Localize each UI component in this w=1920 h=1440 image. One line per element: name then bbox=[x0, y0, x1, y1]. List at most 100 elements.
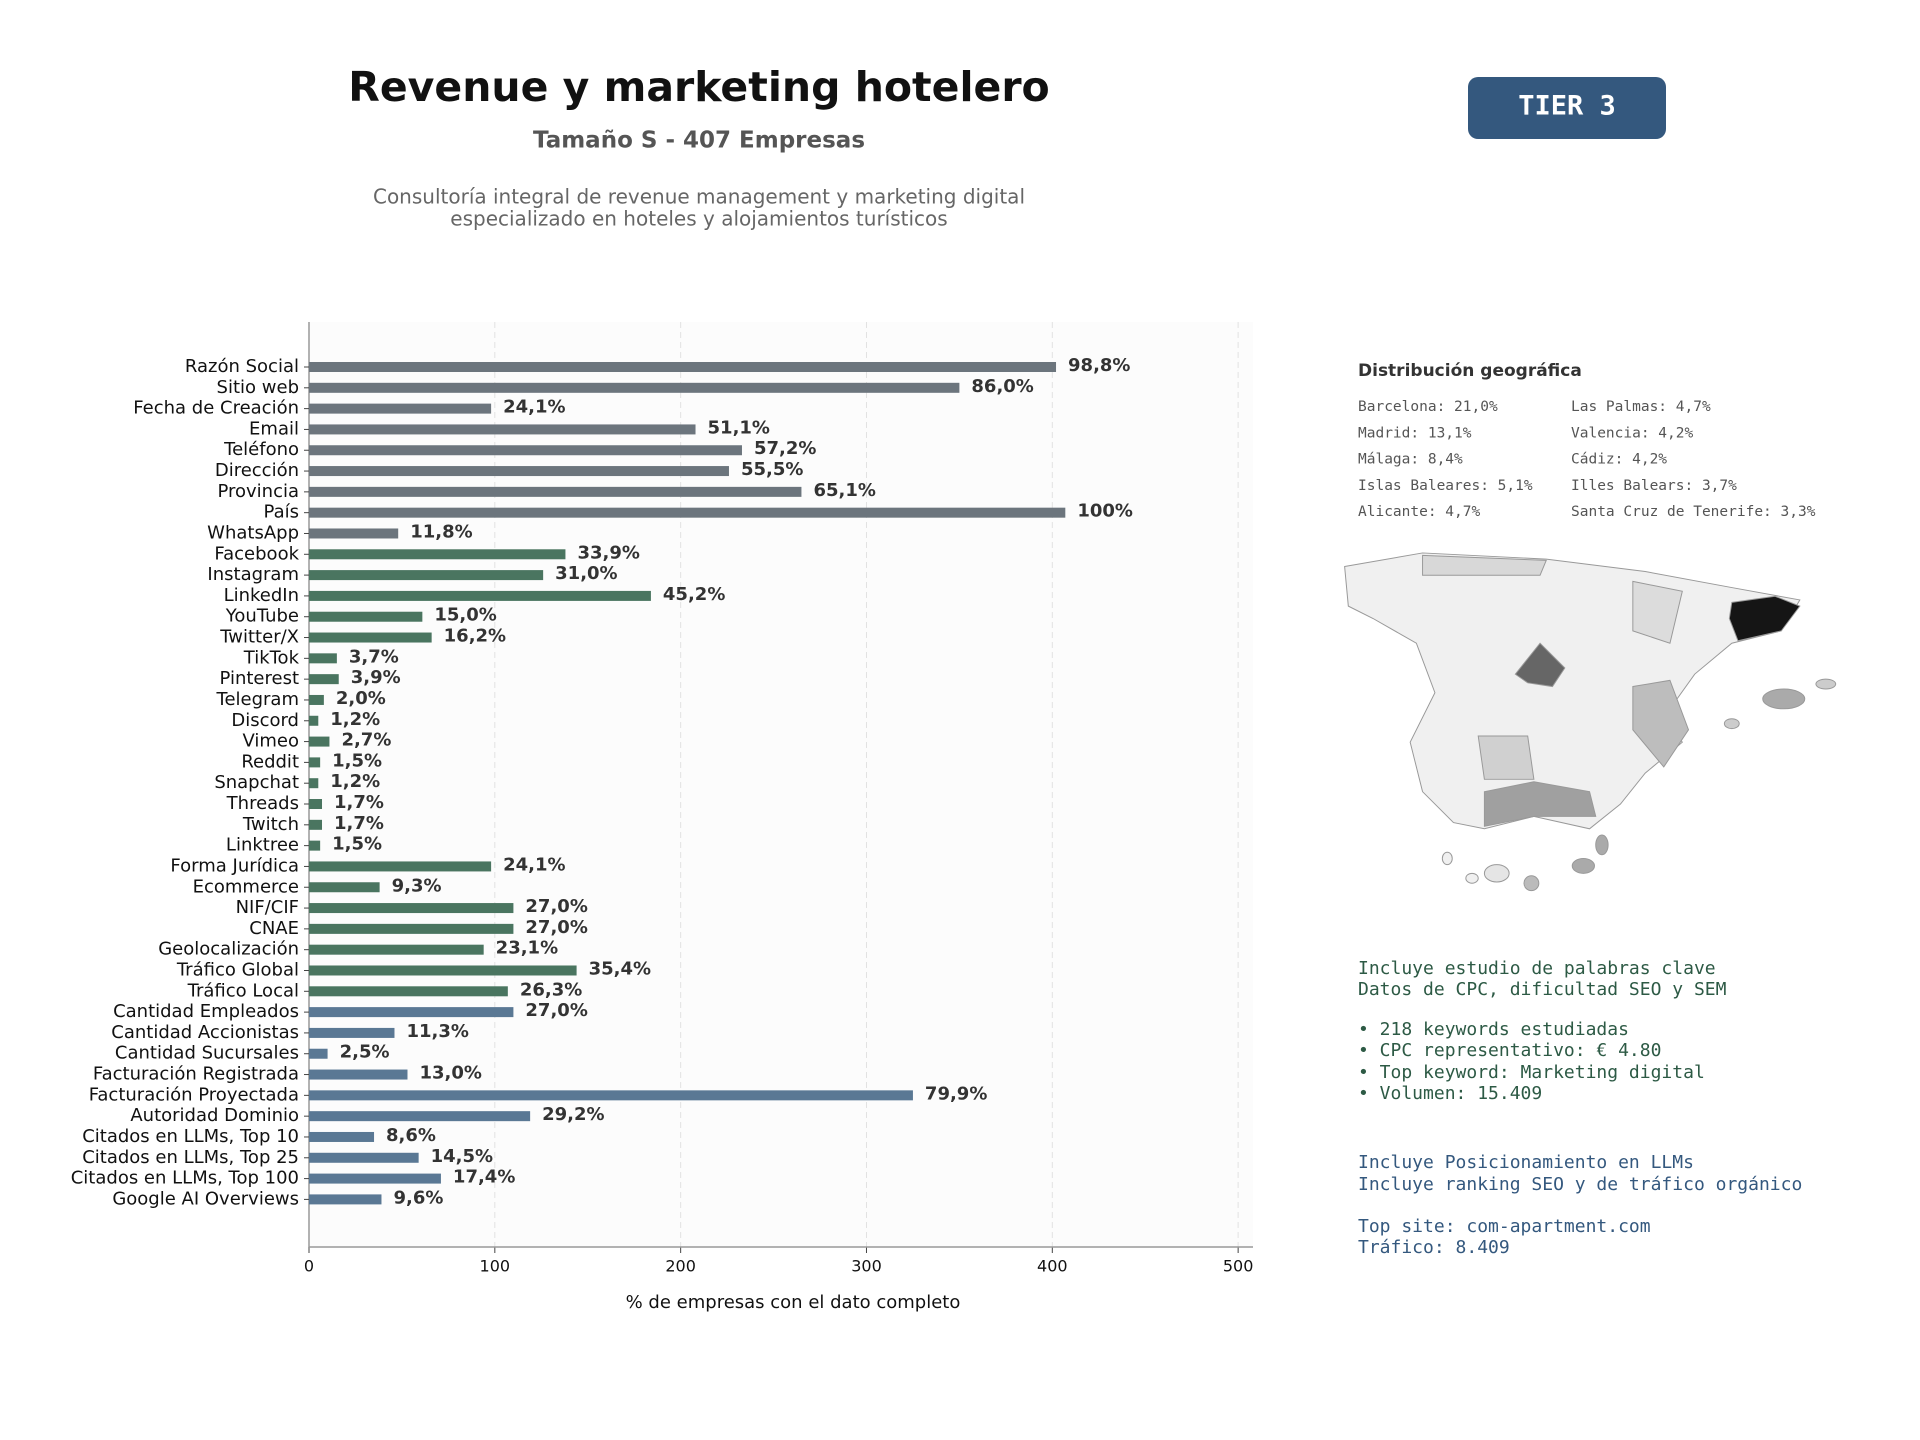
geo-item: Illes Balears: 3,7% bbox=[1571, 478, 1737, 494]
bar bbox=[309, 715, 319, 726]
x-tick-label: 300 bbox=[851, 1257, 882, 1276]
title: Revenue y marketing hotelero bbox=[348, 63, 1049, 111]
bar bbox=[309, 1048, 328, 1059]
bar bbox=[309, 674, 339, 685]
value-label: 29,2% bbox=[542, 1104, 604, 1125]
geo-item: Alicante: 4,7% bbox=[1358, 504, 1480, 520]
bar bbox=[309, 1007, 514, 1018]
map-island bbox=[1523, 875, 1540, 892]
bar bbox=[309, 549, 566, 560]
y-tick-label: CNAE bbox=[249, 918, 299, 939]
y-tick-label: Cantidad Sucursales bbox=[115, 1043, 299, 1064]
value-label: 3,9% bbox=[351, 667, 401, 688]
value-label: 86,0% bbox=[971, 376, 1033, 397]
bar bbox=[309, 590, 651, 601]
y-tick-label: Facebook bbox=[214, 543, 299, 564]
value-label: 35,4% bbox=[589, 958, 651, 979]
map-region bbox=[1483, 781, 1597, 827]
bar bbox=[309, 653, 337, 664]
geo-item: Málaga: 8,4% bbox=[1358, 452, 1463, 468]
value-label: 3,7% bbox=[349, 646, 399, 667]
value-label: 1,2% bbox=[330, 771, 380, 792]
value-label: 79,9% bbox=[925, 1083, 987, 1104]
y-tick-label: Instagram bbox=[207, 564, 299, 585]
value-label: 13,0% bbox=[419, 1063, 481, 1084]
y-tick-label: Vimeo bbox=[242, 731, 299, 752]
y-tick-label: Linktree bbox=[226, 835, 299, 856]
x-tick-label: 200 bbox=[665, 1257, 696, 1276]
value-label: 1,5% bbox=[332, 750, 382, 771]
map-region bbox=[1422, 554, 1547, 576]
bar bbox=[309, 611, 423, 622]
y-tick-label: Citados en LLMs, Top 10 bbox=[82, 1126, 299, 1147]
y-tick-label: Citados en LLMs, Top 25 bbox=[82, 1147, 299, 1168]
seo-line: Datos de CPC, dificultad SEO y SEM bbox=[1358, 979, 1727, 1000]
value-label: 57,2% bbox=[754, 438, 816, 459]
llm-line: Top site: com-apartment.com bbox=[1358, 1216, 1651, 1237]
y-tick-label: YouTube bbox=[225, 606, 299, 627]
bar bbox=[309, 528, 399, 539]
llm-line: Incluye Posicionamiento en LLMs bbox=[1358, 1152, 1694, 1173]
tier-badge bbox=[1468, 77, 1666, 139]
geo-item: Madrid: 13,1% bbox=[1358, 425, 1472, 441]
seo-line: • Volumen: 15.409 bbox=[1358, 1083, 1542, 1104]
bar bbox=[309, 1090, 913, 1101]
bar bbox=[309, 944, 484, 955]
seo-line: • CPC representativo: € 4.80 bbox=[1358, 1040, 1661, 1061]
value-label: 26,3% bbox=[520, 979, 582, 1000]
map-island bbox=[1571, 857, 1595, 874]
x-tick-label: 100 bbox=[480, 1257, 511, 1276]
value-label: 23,1% bbox=[496, 938, 558, 959]
map-madrid bbox=[1514, 642, 1566, 688]
llm-line: Tráfico: 8.409 bbox=[1358, 1237, 1510, 1258]
y-tick-label: Fecha de Creación bbox=[133, 398, 299, 419]
y-tick-label: Tráfico Global bbox=[176, 959, 299, 980]
bar bbox=[309, 694, 324, 705]
bar bbox=[309, 840, 321, 851]
value-label: 9,3% bbox=[392, 875, 442, 896]
bar bbox=[309, 1027, 395, 1038]
geo-title: Distribución geográfica bbox=[1358, 361, 1582, 381]
x-tick-label: 500 bbox=[1223, 1257, 1254, 1276]
value-label: 2,0% bbox=[336, 688, 386, 709]
llm-line: Incluye ranking SEO y de tráfico orgánic… bbox=[1358, 1174, 1802, 1195]
value-label: 98,8% bbox=[1068, 355, 1130, 376]
y-tick-label: LinkedIn bbox=[224, 585, 299, 606]
y-tick-label: Cantidad Empleados bbox=[113, 1001, 299, 1022]
bar bbox=[309, 1069, 408, 1080]
bar bbox=[309, 1111, 531, 1122]
value-label: 2,7% bbox=[341, 730, 391, 751]
value-label: 24,1% bbox=[503, 397, 565, 418]
map-island bbox=[1762, 688, 1806, 710]
value-label: 27,0% bbox=[525, 896, 587, 917]
value-label: 17,4% bbox=[453, 1167, 515, 1188]
value-label: 11,3% bbox=[406, 1021, 468, 1042]
value-label: 14,5% bbox=[431, 1146, 493, 1167]
subtitle: Tamaño S - 407 Empresas bbox=[533, 128, 865, 154]
geo-item: Barcelona: 21,0% bbox=[1358, 399, 1498, 415]
map-island bbox=[1723, 718, 1740, 730]
value-label: 15,0% bbox=[434, 605, 496, 626]
bar bbox=[309, 382, 960, 393]
value-label: 16,2% bbox=[444, 626, 506, 647]
seo-line: • Top keyword: Marketing digital bbox=[1358, 1062, 1705, 1083]
seo-line: • 218 keywords estudiadas bbox=[1358, 1019, 1629, 1040]
value-label: 31,0% bbox=[555, 563, 617, 584]
geo-item: Valencia: 4,2% bbox=[1571, 425, 1693, 441]
bar bbox=[309, 778, 319, 789]
bar bbox=[309, 362, 1057, 372]
bar bbox=[309, 799, 323, 810]
value-label: 1,2% bbox=[330, 709, 380, 730]
map-island bbox=[1465, 872, 1479, 884]
bar bbox=[309, 965, 577, 976]
y-tick-label: Discord bbox=[231, 710, 299, 731]
y-tick-label: Sitio web bbox=[217, 377, 299, 398]
bar bbox=[309, 1194, 382, 1205]
map-island bbox=[1483, 864, 1510, 883]
y-tick-label: Facturación Proyectada bbox=[89, 1084, 299, 1105]
y-tick-label: Threads bbox=[226, 793, 299, 814]
y-tick-label: Geolocalización bbox=[158, 939, 299, 960]
map-island bbox=[1441, 851, 1453, 866]
bar bbox=[309, 507, 1066, 518]
